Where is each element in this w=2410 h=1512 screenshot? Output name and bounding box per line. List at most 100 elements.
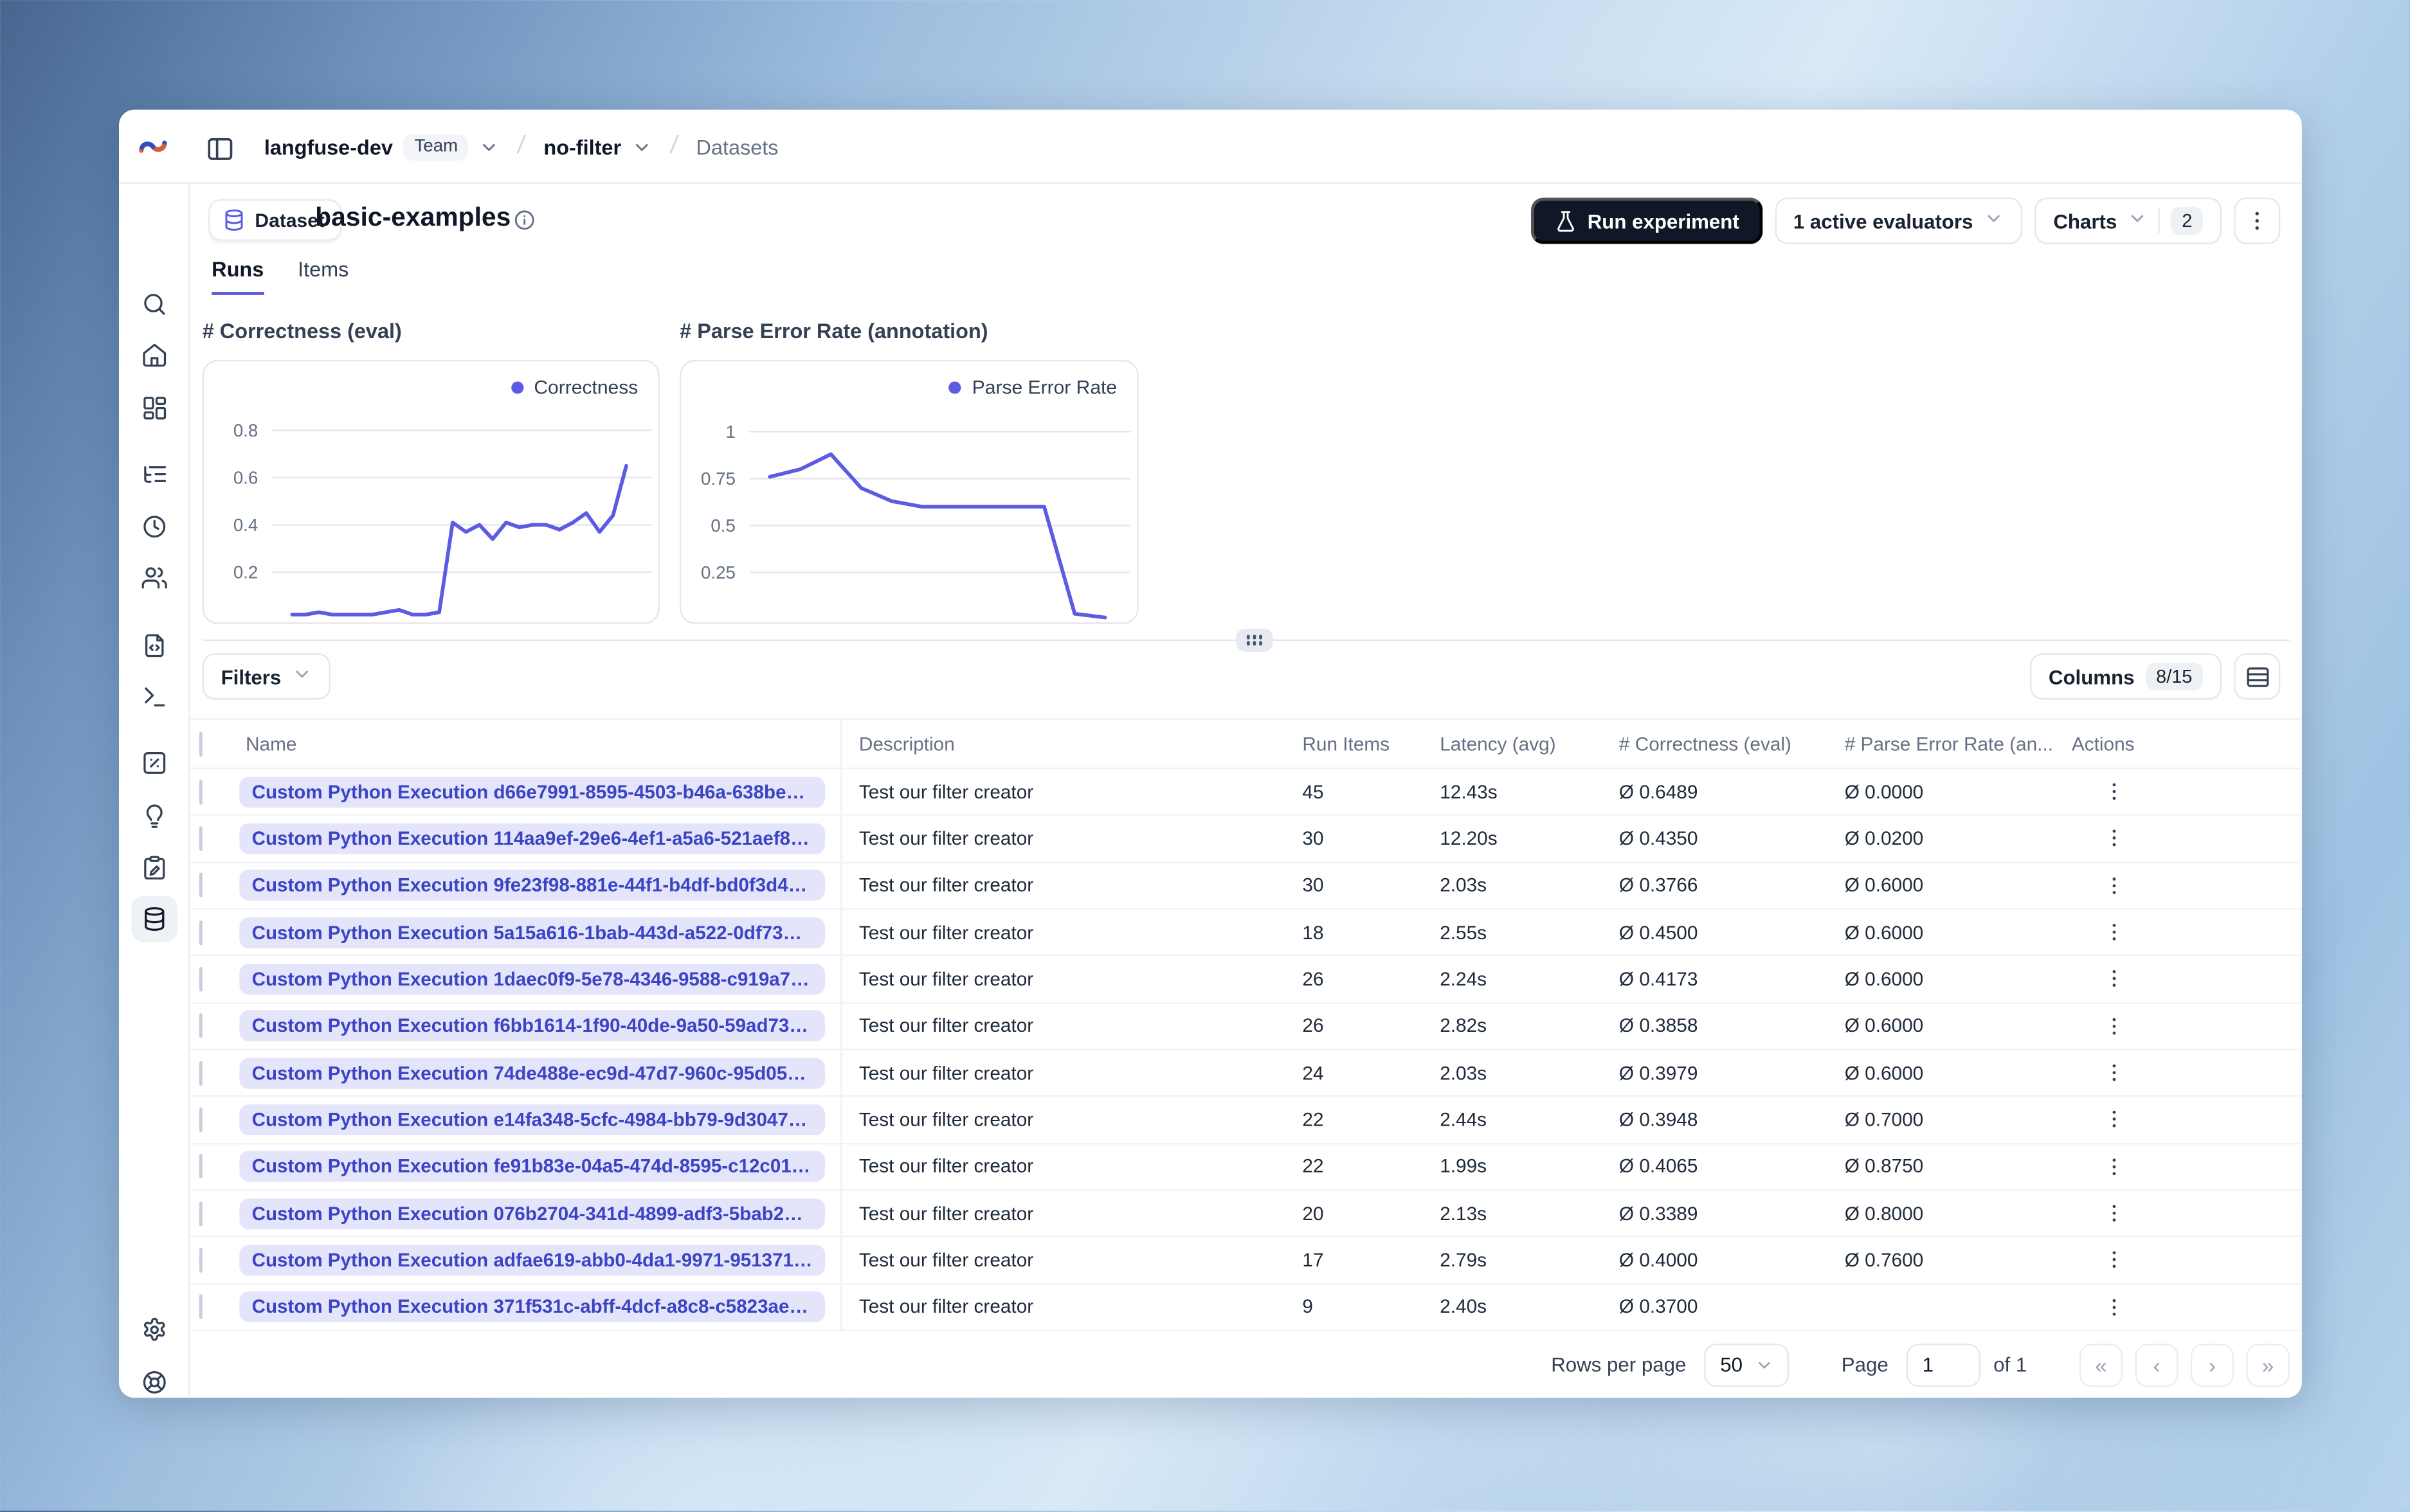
row-actions-button[interactable] bbox=[2096, 869, 2130, 903]
correctness-value: Ø 0.3700 bbox=[1618, 1296, 1698, 1318]
row-checkbox[interactable] bbox=[199, 1013, 203, 1039]
kebab-menu-icon bbox=[2112, 1018, 2116, 1034]
rows-per-page-select[interactable]: 50 bbox=[1705, 1343, 1789, 1387]
columns-button[interactable]: Columns 8/15 bbox=[2030, 653, 2222, 700]
run-name-link[interactable]: Custom Python Execution f6bb1614-1f90-40… bbox=[239, 1011, 825, 1042]
sidebar-item-support[interactable] bbox=[131, 1359, 177, 1398]
row-actions-button[interactable] bbox=[2096, 1290, 2130, 1324]
info-icon[interactable] bbox=[513, 208, 536, 239]
clipboard-pen-icon bbox=[141, 854, 168, 882]
pagination-bar: Rows per page 50 Page of 1 « ‹ › » bbox=[190, 1331, 2302, 1398]
row-checkbox[interactable] bbox=[199, 873, 203, 898]
run-name-link[interactable]: Custom Python Execution 9fe23f98-881e-44… bbox=[239, 870, 825, 901]
row-actions-button[interactable] bbox=[2096, 915, 2130, 950]
sidebar-item-search[interactable] bbox=[131, 281, 177, 327]
select-all-checkbox[interactable] bbox=[199, 731, 203, 757]
column-header-name[interactable]: Name bbox=[246, 733, 297, 755]
run-name-link[interactable]: Custom Python Execution adfae619-abb0-4d… bbox=[239, 1245, 825, 1276]
row-checkbox[interactable] bbox=[199, 966, 203, 992]
previous-page-button[interactable]: ‹ bbox=[2135, 1343, 2179, 1387]
run-name-link[interactable]: Custom Python Execution 114aa9ef-29e6-4e… bbox=[239, 823, 825, 854]
correctness-value: Ø 0.3858 bbox=[1618, 1015, 1698, 1037]
tab-items[interactable]: Items bbox=[298, 258, 349, 282]
next-page-button[interactable]: › bbox=[2190, 1343, 2234, 1387]
row-actions-button[interactable] bbox=[2096, 962, 2130, 996]
more-actions-button[interactable] bbox=[2234, 197, 2281, 244]
row-actions-button[interactable] bbox=[2096, 822, 2130, 856]
breadcrumb-org[interactable]: langfuse-dev bbox=[264, 135, 393, 159]
sidebar-item-evaluation[interactable] bbox=[131, 740, 177, 786]
row-actions-button[interactable] bbox=[2096, 1009, 2130, 1043]
row-actions-button[interactable] bbox=[2096, 1102, 2130, 1137]
latency-value: 2.82s bbox=[1440, 1015, 1487, 1037]
run-name-link[interactable]: Custom Python Execution 1daec0f9-5e78-43… bbox=[239, 964, 825, 995]
settings-gear-icon bbox=[141, 1316, 168, 1344]
parse-error-rate-value: Ø 0.6000 bbox=[1844, 874, 1924, 897]
run-name-link[interactable]: Custom Python Execution 076b2704-341d-48… bbox=[239, 1198, 825, 1229]
row-checkbox[interactable] bbox=[199, 1154, 203, 1179]
chevron-down-icon[interactable] bbox=[632, 137, 652, 157]
run-name-link[interactable]: Custom Python Execution e14fa348-5cfc-49… bbox=[239, 1104, 825, 1135]
last-page-button[interactable]: » bbox=[2246, 1343, 2290, 1387]
row-checkbox[interactable] bbox=[199, 1248, 203, 1273]
run-name-link[interactable]: Custom Python Execution fe91b83e-04a5-47… bbox=[239, 1151, 825, 1182]
table-row: Custom Python Execution 114aa9ef-29e6-4e… bbox=[190, 816, 2302, 863]
row-checkbox[interactable] bbox=[199, 1295, 203, 1320]
sidebar-item-settings[interactable] bbox=[131, 1307, 177, 1353]
terminal-icon bbox=[141, 683, 168, 710]
column-header-parse-error-rate[interactable]: # Parse Error Rate (an... bbox=[1844, 733, 2054, 755]
latency-value: 2.24s bbox=[1440, 968, 1487, 990]
page-number-input[interactable] bbox=[1907, 1343, 1981, 1387]
latency-value: 2.40s bbox=[1440, 1296, 1487, 1318]
column-header-description[interactable]: Description bbox=[858, 733, 955, 755]
row-height-button[interactable] bbox=[2234, 653, 2281, 700]
chevron-down-icon[interactable] bbox=[480, 137, 500, 157]
run-items-value: 30 bbox=[1302, 827, 1324, 850]
sidebar-item-datasets[interactable] bbox=[131, 896, 178, 942]
row-actions-button[interactable] bbox=[2096, 775, 2130, 809]
sidebar-item-annotation[interactable] bbox=[131, 845, 177, 891]
sidebar-item-playground[interactable] bbox=[131, 674, 177, 720]
sidebar-item-tracing[interactable] bbox=[131, 451, 177, 498]
run-name-link[interactable]: Custom Python Execution 371f531c-abff-4d… bbox=[239, 1292, 825, 1323]
sidebar-toggle-button[interactable] bbox=[199, 128, 239, 168]
run-name-link[interactable]: Custom Python Execution 5a15a616-1bab-44… bbox=[239, 917, 825, 948]
svg-text:0.75: 0.75 bbox=[701, 469, 736, 489]
sidebar-nav bbox=[119, 183, 190, 1398]
row-checkbox[interactable] bbox=[199, 1201, 203, 1226]
column-header-correctness[interactable]: # Correctness (eval) bbox=[1618, 733, 1791, 755]
row-checkbox[interactable] bbox=[199, 920, 203, 945]
row-checkbox[interactable] bbox=[199, 1060, 203, 1086]
row-actions-button[interactable] bbox=[2096, 1056, 2130, 1090]
sidebar-item-sessions[interactable] bbox=[131, 503, 177, 550]
run-name-link[interactable]: Custom Python Execution 74de488e-ec9d-47… bbox=[239, 1057, 825, 1088]
row-actions-button[interactable] bbox=[2096, 1149, 2130, 1184]
sidebar-item-users[interactable] bbox=[131, 555, 177, 601]
first-page-button[interactable]: « bbox=[2079, 1343, 2123, 1387]
svg-text:0.25: 0.25 bbox=[701, 562, 736, 582]
correctness-value: Ø 0.3948 bbox=[1618, 1108, 1698, 1131]
tab-runs[interactable]: Runs bbox=[212, 258, 264, 295]
dataset-type-label: Dataset bbox=[255, 209, 325, 231]
run-experiment-button[interactable]: Run experiment bbox=[1530, 197, 1762, 244]
column-header-latency[interactable]: Latency (avg) bbox=[1440, 733, 1556, 755]
row-actions-button[interactable] bbox=[2096, 1196, 2130, 1230]
charts-toggle-button[interactable]: Charts 2 bbox=[2034, 197, 2222, 244]
sidebar-item-dashboards[interactable] bbox=[131, 384, 177, 431]
row-checkbox[interactable] bbox=[199, 826, 203, 851]
file-code-icon bbox=[141, 632, 168, 660]
sidebar-item-insights[interactable] bbox=[131, 794, 177, 840]
latency-value: 2.55s bbox=[1440, 921, 1487, 944]
row-checkbox[interactable] bbox=[199, 779, 203, 804]
run-name-link[interactable]: Custom Python Execution d66e7991-8595-45… bbox=[239, 776, 825, 807]
breadcrumb-section[interactable]: Datasets bbox=[696, 135, 779, 159]
row-actions-button[interactable] bbox=[2096, 1243, 2130, 1277]
filters-button[interactable]: Filters bbox=[202, 653, 331, 700]
column-header-run-items[interactable]: Run Items bbox=[1302, 733, 1390, 755]
resize-handle[interactable] bbox=[1236, 628, 1273, 652]
breadcrumb-project[interactable]: no-filter bbox=[543, 135, 622, 159]
sidebar-item-home[interactable] bbox=[131, 332, 177, 379]
row-checkbox[interactable] bbox=[199, 1107, 203, 1132]
sidebar-item-prompts[interactable] bbox=[131, 622, 177, 669]
active-evaluators-button[interactable]: 1 active evaluators bbox=[1775, 197, 2023, 244]
